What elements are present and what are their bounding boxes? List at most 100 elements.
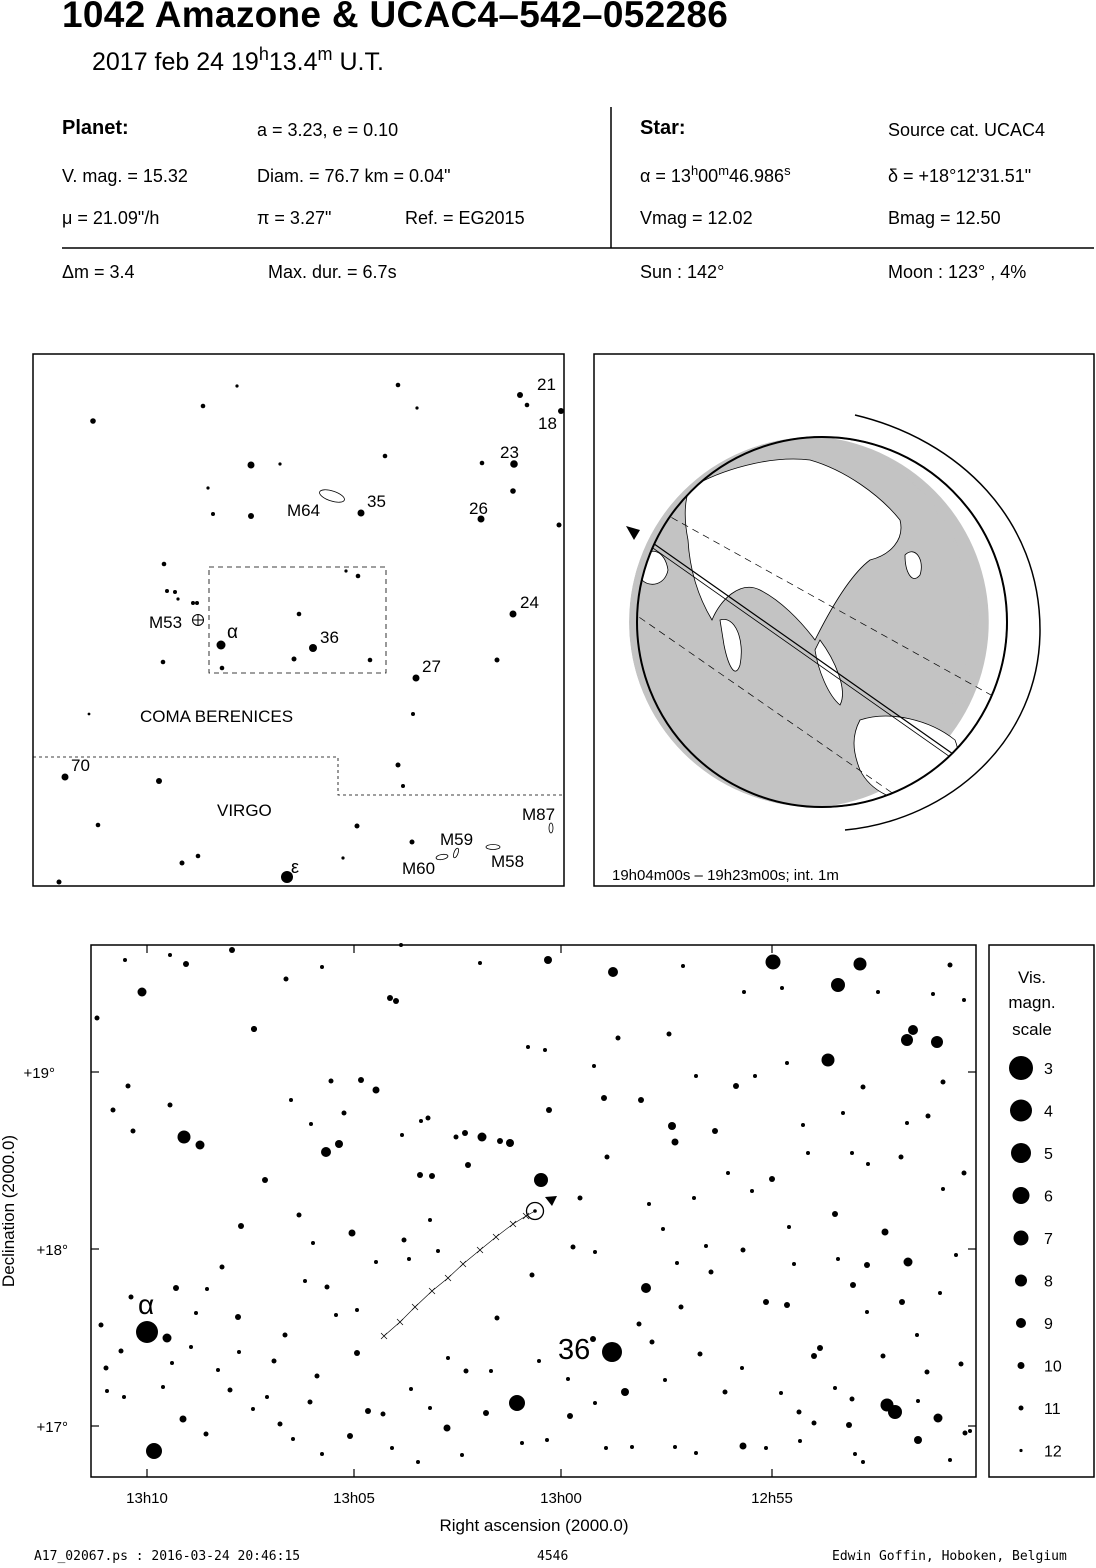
finder-star [160,659,166,665]
chart-star [177,1130,191,1144]
star-chart: +19° +18° +17° 13h10 13h05 13h00 12h55 R… [0,943,977,1535]
sun-elongation: Sun : 142° [640,262,725,282]
planet-parallax: π = 3.27" [257,208,332,228]
chart-star [237,1350,241,1354]
star-chart-frame [90,944,977,1478]
ra-label-1255: 12h55 [751,1490,793,1507]
chart-star [740,1247,746,1253]
chart-star [836,1257,840,1261]
chart-star [477,1132,487,1142]
scale-dot-3 [1009,1056,1033,1080]
chart-star [303,1279,307,1283]
scale-dot-10 [1017,1362,1025,1369]
chart-star [948,1458,952,1462]
finder-star [211,512,215,516]
finder-star [247,461,255,469]
chart-star [526,1045,530,1049]
planet-motion: μ = 21.09"/h [62,208,160,228]
star-label-21: 21 [537,375,556,394]
chart-star [678,1304,684,1310]
x-axis-title: Right ascension (2000.0) [439,1516,628,1535]
chart-star [238,1223,244,1229]
chart-star [947,962,953,968]
chart-star [494,1315,500,1321]
chart-star [740,1366,744,1370]
chart-star [668,1122,676,1130]
chart-star [227,1387,233,1393]
track-tick [444,1274,452,1282]
chart-star [853,1452,857,1456]
chart-star [334,1313,338,1317]
chart-star [846,1422,852,1428]
finder-stars [56,382,564,885]
max-duration: Max. dur. = 6.7s [268,262,397,282]
chart-star [105,1389,109,1393]
finder-star [395,762,401,768]
chart-star [428,1218,432,1222]
finder-star [558,408,564,414]
chart-star [905,1121,909,1125]
chart-star [401,1237,407,1243]
chart-star [436,1249,440,1253]
finder-star [409,839,415,845]
chart-star [122,1395,126,1399]
chart-star [673,1445,677,1449]
chart-star [615,1035,621,1041]
chart-star [739,1442,747,1450]
finder-star [235,384,239,388]
scale-label-6: 6 [1044,1189,1053,1206]
chart-star [94,1015,100,1021]
chart-star [321,1147,331,1157]
globe-frame [593,353,1095,887]
chart-star [136,1321,158,1343]
scale-frame [988,944,1095,1478]
chart-star [604,1154,610,1160]
chart-star [407,1257,411,1261]
chart-star [712,1128,718,1134]
m87-galaxy-symbol [548,822,554,834]
ra-label-1305: 13h05 [333,1490,375,1507]
chart-star [602,1342,622,1362]
chart-star [465,1162,471,1168]
chart-star [489,1369,493,1373]
chart-star [849,1396,855,1402]
globe-caption: 19h04m00s – 19h23m00s; int. 1m [612,867,839,884]
chart-star [328,1078,334,1084]
path-direction-arrow [626,526,640,540]
magnitude-scale: Vis. magn. scale 3 4 5 6 7 8 9 10 11 12 [988,944,1095,1478]
finder-star [281,871,293,883]
motion-arrow [545,1196,557,1206]
chart-star [355,1308,359,1312]
chart-star [483,1410,489,1416]
scale-title-line2: magn. [1008,993,1055,1012]
chart-star [608,967,618,977]
planet-heading: Planet: [62,117,129,139]
chart-star [399,943,403,947]
chart-star [478,961,482,965]
ra-label-1310: 13h10 [126,1490,168,1507]
chart-star [962,1430,968,1436]
track-tick [411,1303,419,1311]
chart-star [914,1436,922,1444]
chart-star [666,1031,672,1037]
chart-star [137,987,147,997]
chart-star [864,1262,870,1268]
chart-star [374,1260,378,1264]
terminator-line [844,414,1041,831]
constellation-virgo: VIRGO [217,801,272,820]
finder-star [206,486,210,490]
planet-diam: Diam. = 76.7 km = 0.04" [257,166,451,186]
finder-star [176,597,180,601]
chart-star [203,1431,209,1437]
chart-star [742,990,746,994]
chart-star [428,1406,432,1410]
chart-star [183,961,189,967]
finder-field-box [208,566,387,674]
chart-star [497,1138,503,1144]
chart-star [764,1446,768,1450]
chart-star [462,1130,468,1136]
chart-star [681,964,685,968]
chart-star [251,1026,257,1032]
chart-star [860,1084,866,1090]
